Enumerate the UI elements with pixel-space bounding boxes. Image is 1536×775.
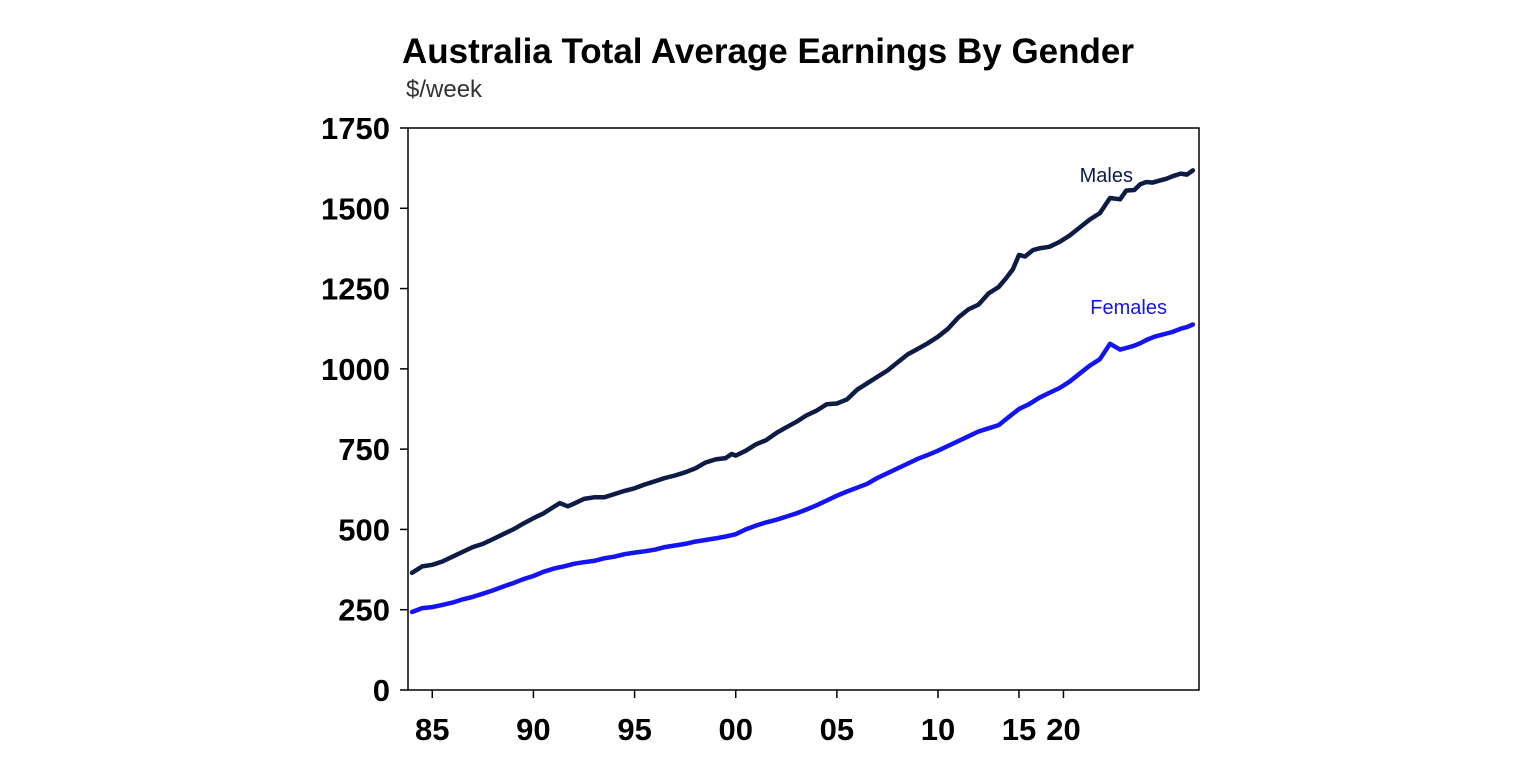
plot-area-frame bbox=[407, 127, 1200, 691]
x-tick-label: 10 bbox=[921, 712, 955, 747]
y-tick-label: 500 bbox=[338, 512, 390, 547]
x-tick-label: 20 bbox=[1046, 712, 1080, 747]
y-axis: 0 250 500 750 1000 1250 1500 1750 bbox=[321, 111, 408, 708]
series-layer bbox=[409, 168, 1196, 615]
y-axis-unit-label: $/week bbox=[406, 76, 483, 103]
series-line-females bbox=[409, 322, 1196, 615]
x-tick-label: 05 bbox=[820, 712, 854, 747]
chart-title: Australia Total Average Earnings By Gend… bbox=[402, 32, 1134, 71]
y-tick-label: 1250 bbox=[321, 272, 390, 307]
y-tick-label: 250 bbox=[338, 593, 390, 628]
y-tick-label: 0 bbox=[373, 673, 390, 708]
x-tick-label: 15 bbox=[1002, 712, 1036, 747]
x-tick-label: 90 bbox=[516, 712, 550, 747]
x-axis: 85 90 95 00 05 10 15 20 bbox=[415, 690, 1081, 747]
x-tick-label: 00 bbox=[718, 712, 752, 747]
series-label-females: Females bbox=[1090, 297, 1167, 319]
series-label-males: Males bbox=[1080, 165, 1133, 187]
y-tick-label: 1000 bbox=[321, 352, 390, 387]
y-tick-label: 1750 bbox=[321, 111, 390, 146]
x-tick-label: 85 bbox=[415, 712, 449, 747]
x-tick-label: 95 bbox=[617, 712, 651, 747]
y-tick-label: 750 bbox=[338, 432, 390, 467]
series-labels: Males Females bbox=[1080, 165, 1167, 319]
series-line-males bbox=[409, 168, 1196, 576]
y-tick-label: 1500 bbox=[321, 191, 390, 226]
